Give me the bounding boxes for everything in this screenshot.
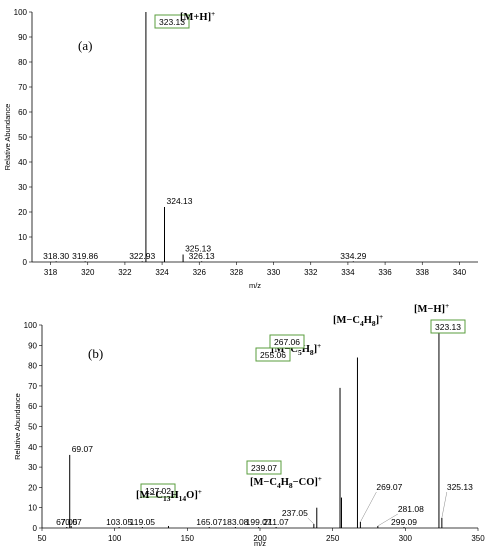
- leader-line: [360, 491, 377, 523]
- peak-label: 324.13: [166, 196, 192, 206]
- y-tick-label: 50: [18, 133, 27, 142]
- x-tick-label: 350: [471, 534, 485, 543]
- y-tick-label: 40: [18, 158, 27, 167]
- y-tick-label: 10: [18, 233, 27, 242]
- y-tick-label: 50: [28, 423, 37, 432]
- peak-label-box: [140, 483, 176, 498]
- peak-label: 281.08: [398, 504, 424, 514]
- peak-label: 183.08: [222, 517, 248, 527]
- peak-label: 325.13: [447, 482, 473, 492]
- peak-label: 318.30: [43, 251, 69, 261]
- ion-label: [M−C4H8]+: [333, 313, 383, 328]
- peak-label: 323.13: [159, 17, 185, 27]
- x-tick-label: 324: [155, 268, 169, 277]
- y-tick-label: 10: [28, 504, 37, 513]
- x-tick-label: 340: [453, 268, 467, 277]
- y-tick-label: 90: [28, 341, 37, 350]
- x-tick-label: 318: [44, 268, 58, 277]
- x-tick-label: 328: [230, 268, 244, 277]
- leader-line: [441, 491, 448, 518]
- peak-label: 267.06: [274, 337, 300, 347]
- peak-label: 326.13: [189, 251, 215, 261]
- peak-label-box: [154, 14, 190, 29]
- peak-label: 325.13: [185, 244, 211, 254]
- x-tick-label: 322: [118, 268, 132, 277]
- x-tick-label: 150: [181, 534, 195, 543]
- peak-label: 67.05: [56, 517, 78, 527]
- x-tick-label: 326: [193, 268, 207, 277]
- peak-label: 255.06: [260, 350, 286, 360]
- y-tick-label: 30: [28, 463, 37, 472]
- ion-label: [M−C5H8]+: [271, 342, 321, 357]
- leader-line: [377, 513, 398, 527]
- y-tick-label: 30: [18, 183, 27, 192]
- leader-line: [307, 517, 315, 525]
- y-tick-label: 80: [18, 58, 27, 67]
- x-axis-title: m/z: [254, 539, 266, 548]
- x-tick-label: 320: [81, 268, 95, 277]
- y-tick-label: 20: [28, 483, 37, 492]
- peak-label: 103.05: [106, 517, 132, 527]
- y-tick-label: 80: [28, 362, 37, 371]
- ion-label: [M−C13H14O]+: [136, 488, 202, 503]
- y-tick-label: 60: [18, 108, 27, 117]
- peak-label-box: [269, 334, 305, 349]
- x-tick-label: 100: [108, 534, 122, 543]
- peak-label: 211.07: [263, 517, 289, 527]
- ion-label: [M−H]+: [414, 302, 449, 315]
- spectrum-panel-b: 0 10 20 30 40 50 60 70 80 90 100 50 100 150 200 250 300 3…: [13, 302, 485, 548]
- y-tick-label: 90: [18, 33, 27, 42]
- panel-label: (a): [78, 38, 92, 53]
- ion-label: [M+H]+: [180, 10, 215, 23]
- y-tick-label: 0: [23, 258, 28, 267]
- peak-label: 334.29: [340, 251, 366, 261]
- x-axis-title: m/z: [249, 281, 261, 290]
- y-tick-label: 100: [14, 8, 28, 17]
- peak-label: 239.07: [251, 463, 277, 473]
- peak-label: 269.07: [376, 482, 402, 492]
- peak-label: 165.07: [196, 517, 222, 527]
- peak-label: 137.02: [145, 486, 171, 496]
- peak-label-box: [246, 460, 282, 475]
- panel-label: (b): [88, 346, 103, 361]
- y-tick-label: 70: [28, 382, 37, 391]
- y-tick-label: 20: [18, 208, 27, 217]
- x-tick-label: 338: [416, 268, 430, 277]
- peak-label: 322.93: [129, 251, 155, 261]
- y-tick-label: 100: [24, 321, 38, 330]
- y-tick-label: 60: [28, 402, 37, 411]
- y-tick-label: 70: [18, 83, 27, 92]
- spectrum-panel-a: 0 10 20 30 40 50 60 70 80 90 100 318 320 322 324 326 328…: [3, 8, 478, 290]
- x-tick-label: 300: [399, 534, 413, 543]
- peak-label: 299.09: [391, 517, 417, 527]
- peak-label: 323.13: [435, 322, 461, 332]
- x-tick-label: 50: [38, 534, 47, 543]
- peak-label: 69.07: [72, 444, 94, 454]
- peak-label-box: [430, 319, 466, 334]
- x-tick-label: 330: [267, 268, 281, 277]
- ion-label: [M−C4H8−CO]+: [250, 475, 322, 490]
- peak-label: 237.05: [282, 508, 308, 518]
- y-tick-label: 40: [28, 443, 37, 452]
- x-tick-label: 250: [326, 534, 340, 543]
- peak-label: 119.05: [130, 517, 156, 527]
- x-tick-label: 336: [378, 268, 392, 277]
- y-axis-title: Relative Abundance: [3, 104, 12, 171]
- peak-label: 70.07: [61, 517, 83, 527]
- y-axis-title: Relative Abundance: [13, 393, 22, 460]
- y-tick-label: 0: [33, 524, 38, 533]
- x-tick-label: 200: [253, 534, 267, 543]
- peak-label: 319.86: [72, 251, 98, 261]
- x-tick-label: 332: [304, 268, 318, 277]
- x-tick-label: 334: [341, 268, 355, 277]
- peak-label: 199.07: [246, 517, 272, 527]
